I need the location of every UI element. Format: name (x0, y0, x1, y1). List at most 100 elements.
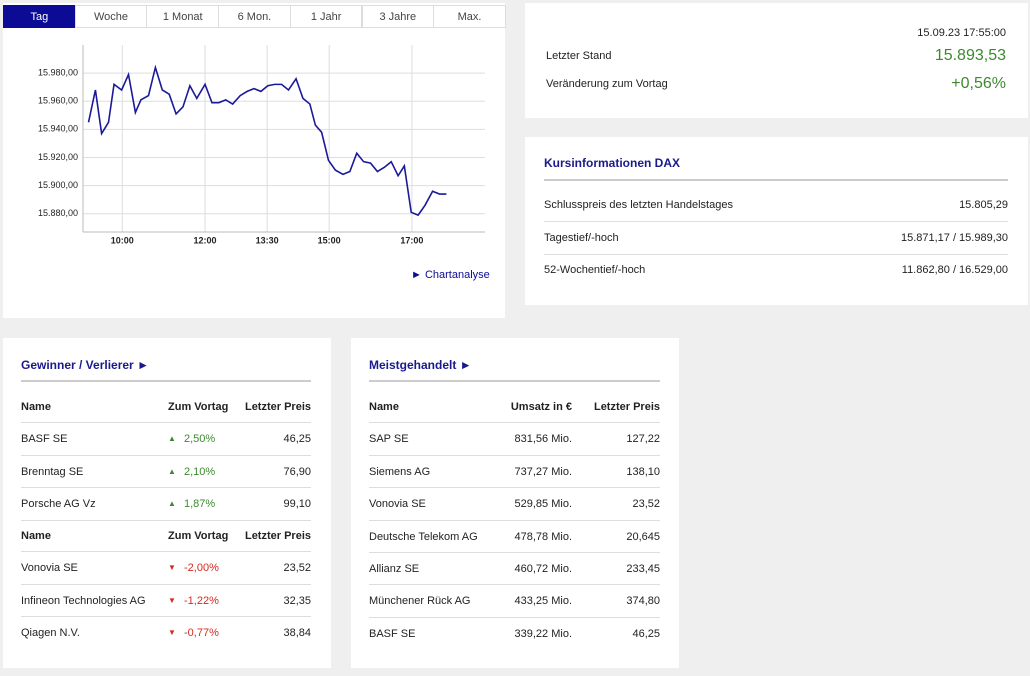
cell: -1,22% (184, 594, 219, 607)
cell: 233,45 (626, 563, 660, 575)
chart-link[interactable]: ► Chartanalyse (411, 269, 490, 281)
row-label: 52-Wochentief/-hoch (544, 264, 646, 276)
divider (21, 380, 311, 382)
y-tick-label: 15.980,00 (38, 67, 78, 77)
divider (544, 221, 1008, 222)
row-value: 11.862,80 / 16.529,00 (901, 264, 1008, 276)
traded-title[interactable]: Meistgehandelt ► (369, 358, 472, 372)
cell: 433,25 Mio. (514, 595, 572, 608)
trend-icon: ▲ (168, 499, 176, 509)
cell: 2,10% (184, 465, 216, 478)
cell: Porsche AG Vz (21, 498, 96, 511)
column-header: Letzter Preis (593, 401, 660, 413)
row-label: Schlusspreis des letzten Handelstages (544, 199, 733, 211)
cell: Vonovia SE (21, 562, 78, 575)
divider (21, 583, 311, 585)
cell: 76,90 (283, 465, 311, 478)
cell: Siemens AG (369, 465, 431, 478)
cell: 339,22 Mio. (514, 627, 572, 640)
price-line (87, 64, 447, 217)
column-header: Letzter Preis (244, 401, 311, 413)
divider (369, 380, 660, 382)
column-header: Letzter Preis (244, 530, 311, 542)
tab[interactable]: Woche (74, 5, 148, 28)
y-tick-label: 15.940,00 (38, 124, 78, 134)
panel-title[interactable]: Meistgehandelt (369, 358, 457, 372)
divider (369, 487, 660, 489)
divider (21, 454, 311, 456)
panel-title[interactable]: Gewinner / Verlierer (21, 358, 134, 372)
cell: 529,85 Mio. (514, 498, 572, 511)
column-header: Name (21, 530, 51, 542)
movers-panel (3, 338, 331, 668)
quote-value: 15.893,53 (934, 47, 1006, 64)
divider (369, 616, 660, 618)
cell: 38,84 (283, 627, 311, 640)
cell: 138,10 (626, 465, 660, 478)
cell: Vonovia SE (369, 498, 426, 511)
cell: 478,78 Mio. (514, 530, 572, 543)
cell: 460,72 Mio. (514, 563, 572, 575)
row-label: Tagestief/-hoch (544, 231, 619, 244)
column-header: Zum Vortag (168, 530, 229, 542)
tab[interactable]: 3 Jahre (361, 5, 435, 28)
quote-label: Letzter Stand (546, 50, 612, 62)
x-tick-label: 10:00 (111, 235, 134, 245)
panel-title: Kursinformationen DAX (544, 156, 681, 170)
divider (369, 584, 660, 586)
cell: 1,87% (184, 498, 216, 511)
cell: -2,00% (184, 562, 219, 575)
divider (21, 422, 311, 424)
column-header: Zum Vortag (168, 401, 229, 413)
cell: 46,25 (283, 433, 311, 446)
cell: BASF SE (369, 627, 416, 640)
chart: 15.880,00 15.900,00 15.920,00 15.940,00 15.9… (38, 45, 485, 245)
divider (369, 552, 660, 553)
cell: 23,52 (632, 498, 660, 511)
row-value: 15.805,29 (959, 199, 1008, 211)
cell: Deutsche Telekom AG (369, 530, 478, 543)
column-header: Name (369, 401, 399, 413)
traded-panel (351, 338, 679, 668)
divider (21, 616, 311, 618)
y-tick-label: 15.880,00 (38, 208, 78, 218)
trend-icon: ▼ (168, 595, 176, 605)
tab[interactable]: 1 Monat (146, 5, 220, 28)
y-tick-label: 15.900,00 (38, 180, 78, 190)
x-tick-label: 12:00 (194, 235, 217, 245)
cell: 46,25 (632, 627, 660, 640)
divider (21, 551, 311, 553)
cell: 20,645 (626, 530, 660, 543)
cell: 127,22 (626, 433, 660, 446)
x-tick-label: 13:30 (256, 235, 279, 245)
tab[interactable]: 6 Mon. (218, 5, 291, 28)
cell: Infineon Technologies AG (21, 594, 146, 607)
divider (369, 519, 660, 521)
quote-panel (525, 3, 1028, 118)
cell: Brenntag SE (21, 465, 84, 478)
movers-title[interactable]: Gewinner / Verlierer ► (21, 358, 149, 372)
trend-icon: ▲ (168, 434, 176, 444)
cell: 99,10 (283, 498, 311, 511)
quote-value: +0,56% (951, 75, 1006, 92)
cell: BASF SE (21, 433, 68, 446)
column-header: Name (21, 401, 51, 413)
trend-icon: ▼ (168, 563, 176, 573)
trend-icon: ▲ (168, 466, 176, 476)
trend-icon: ▼ (168, 628, 176, 638)
cell: SAP SE (369, 433, 409, 446)
tab[interactable]: Tag (3, 5, 76, 28)
tab[interactable]: Max. (433, 5, 506, 28)
tab[interactable]: 1 Jahr (289, 5, 363, 28)
chart-panel (3, 3, 505, 318)
cell: 737,27 Mio. (514, 465, 572, 478)
x-tick-label: 17:00 (400, 235, 423, 245)
cell: 831,56 Mio. (514, 433, 572, 446)
divider (544, 253, 1008, 255)
cell: 32,35 (283, 594, 311, 607)
chart-link-text[interactable]: Chartanalyse (424, 269, 490, 281)
divider (544, 179, 1008, 181)
timestamp: 15.09.23 17:55:00 (917, 27, 1006, 39)
cell: Münchener Rück AG (369, 595, 471, 608)
